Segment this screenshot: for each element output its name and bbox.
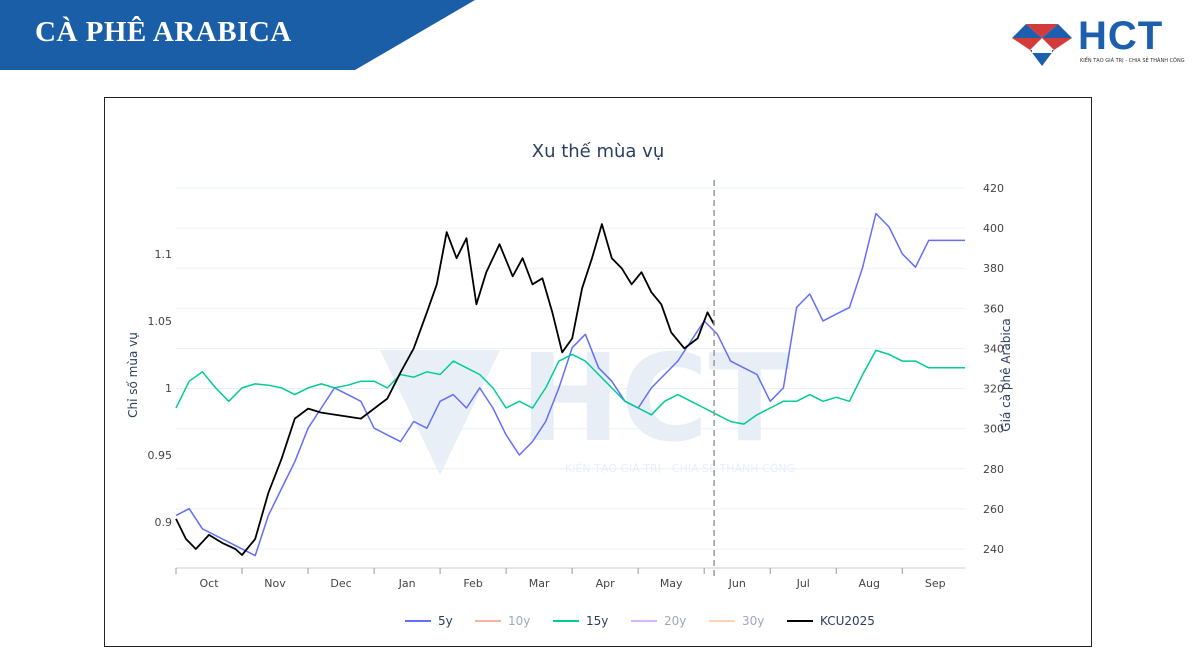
legend-label: 30y: [742, 614, 764, 628]
legend-item-kcu2025[interactable]: KCU2025: [787, 614, 875, 628]
legend-label: 10y: [508, 614, 530, 628]
legend-item-20y[interactable]: 20y: [631, 614, 686, 628]
x-tick-label: Aug: [859, 577, 880, 590]
x-tick-label: Mar: [529, 577, 550, 590]
legend-label: 15y: [586, 614, 608, 628]
x-tick-label: Feb: [463, 577, 482, 590]
page-title: CÀ PHÊ ARABICA: [35, 16, 292, 48]
chart-frame: [104, 97, 1092, 647]
legend-label: 5y: [438, 614, 453, 628]
x-tick-label: Jan: [398, 577, 416, 590]
y2-axis-label: Giá cà phê Arabica: [999, 318, 1013, 431]
legend-label: KCU2025: [820, 614, 875, 628]
watermark-tagline: KIẾN TẠO GIÁ TRỊ - CHIA SẺ THÀNH CÔNG: [565, 461, 795, 475]
chart-title: Xu thế mùa vụ: [532, 141, 664, 162]
y2-tick-label: 360: [983, 302, 1004, 315]
legend-item-15y[interactable]: 15y: [553, 614, 608, 628]
y2-tick-label: 320: [983, 383, 1004, 396]
y-tick-label: 1.05: [148, 315, 173, 328]
y2-tick-label: 240: [983, 543, 1004, 556]
y2-tick-label: 340: [983, 342, 1004, 355]
legend-item-30y[interactable]: 30y: [709, 614, 764, 628]
watermark-text: HCT: [520, 330, 790, 469]
series-line-5y: [175, 212, 965, 557]
y2-tick-label: 300: [983, 423, 1004, 436]
series-line-kcu2025: [175, 223, 715, 556]
legend-item-10y[interactable]: 10y: [475, 614, 530, 628]
watermark: HCT KIẾN TẠO GIÁ TRỊ - CHIA SẺ THÀNH CÔN…: [380, 330, 795, 475]
header-banner: [0, 0, 475, 70]
x-tick-label: Jul: [796, 577, 810, 590]
x-tick-label: Jun: [728, 577, 746, 590]
series-line-15y: [175, 349, 965, 425]
y-tick-label: 0.9: [155, 516, 173, 529]
x-tick-label: Oct: [199, 577, 219, 590]
x-tick-label: Dec: [330, 577, 351, 590]
hct-logo-icon: [1012, 24, 1072, 66]
legend-item-5y[interactable]: 5y: [405, 614, 453, 628]
y2-tick-label: 400: [983, 222, 1004, 235]
legend-label: 20y: [664, 614, 686, 628]
x-tick-label: Sep: [925, 577, 946, 590]
y-tick-label: 0.95: [148, 449, 173, 462]
x-tick-label: Nov: [264, 577, 286, 590]
y2-tick-label: 420: [983, 182, 1004, 195]
y2-tick-label: 380: [983, 262, 1004, 275]
y-tick-label: 1.1: [155, 248, 173, 261]
y2-tick-label: 280: [983, 463, 1004, 476]
x-tick-label: Apr: [596, 577, 616, 590]
y-axis-label: Chỉ số mùa vụ: [126, 332, 140, 418]
y2-tick-label: 260: [983, 503, 1004, 516]
x-tick-label: May: [660, 577, 683, 590]
logo-text: HCT: [1078, 14, 1164, 58]
logo-tagline: KIẾN TẠO GIÁ TRỊ - CHIA SẺ THÀNH CÔNG: [1080, 58, 1185, 64]
y-tick-label: 1: [165, 382, 172, 395]
